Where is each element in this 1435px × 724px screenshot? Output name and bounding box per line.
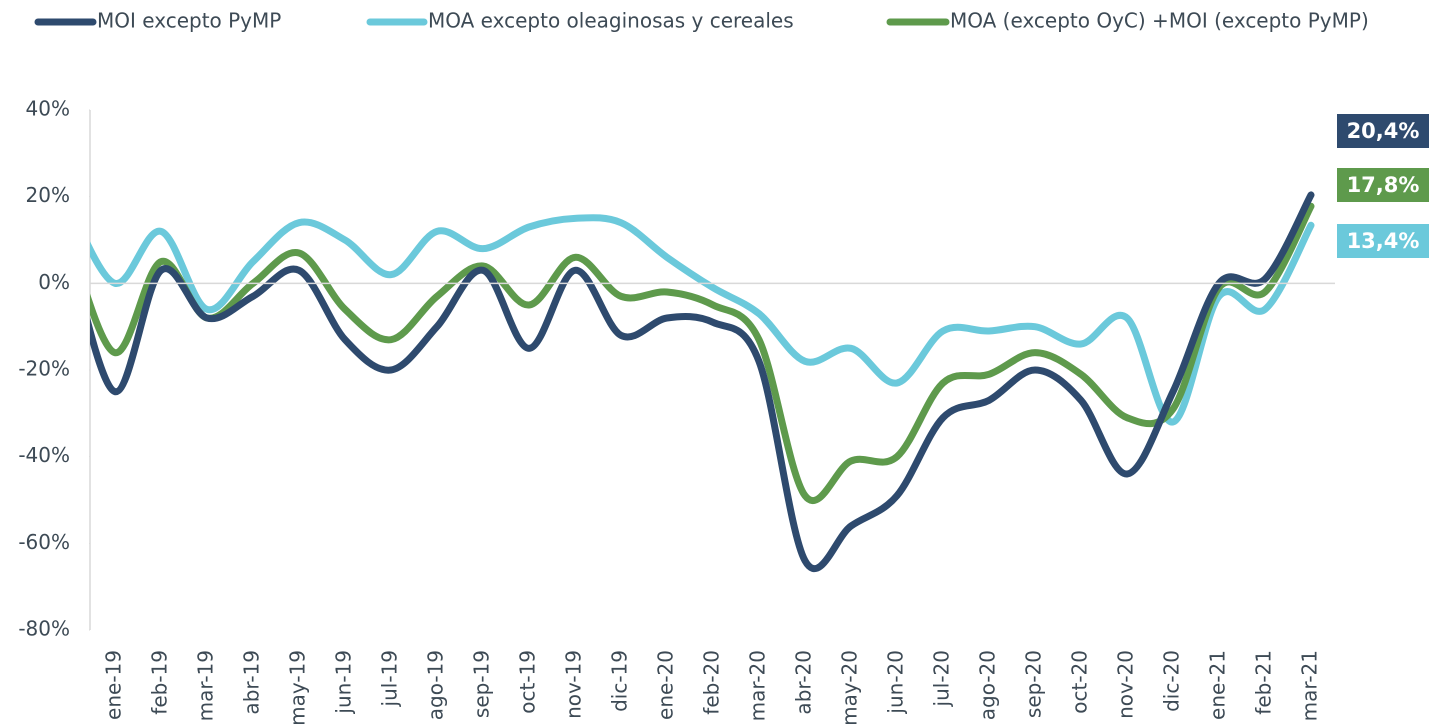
x-tick-label: dic-19 — [608, 650, 632, 712]
legend-label: MOA (excepto OyC) +MOI (excepto PyMP) — [950, 9, 1369, 33]
legend-label: MOI excepto PyMP — [97, 9, 281, 33]
x-tick-label: abr-19 — [240, 650, 264, 715]
x-tick-label: jul-19 — [378, 650, 402, 707]
series-line — [90, 214, 1315, 426]
y-tick-label: 20% — [26, 183, 70, 207]
x-tick-label: mar-21 — [1298, 650, 1322, 721]
x-tick-label: mar-20 — [746, 650, 770, 721]
plot-area — [90, 191, 1315, 573]
x-tick-label: jun-19 — [332, 650, 356, 715]
x-tick-label: ago-19 — [424, 650, 448, 720]
x-tick-label: feb-21 — [1252, 650, 1276, 715]
y-tick-label: -60% — [18, 530, 70, 554]
x-tick-label: may-19 — [286, 650, 310, 724]
end-label-box — [1337, 114, 1429, 148]
x-tick-label: ene-21 — [1206, 650, 1230, 720]
end-label: 17,8% — [1347, 173, 1420, 197]
x-tick-label: mar-19 — [194, 650, 218, 721]
x-tick-label: feb-20 — [700, 650, 724, 715]
x-tick-label: dic-20 — [1160, 650, 1184, 712]
x-tick-label: oct-19 — [516, 650, 540, 714]
y-tick-label: 0% — [38, 270, 70, 294]
x-tick-label: feb-19 — [148, 650, 172, 715]
end-label-box — [1337, 168, 1429, 202]
x-tick-label: oct-20 — [1068, 650, 1092, 714]
y-tick-label: -80% — [18, 617, 70, 641]
y-tick-label: -40% — [18, 443, 70, 467]
x-tick-label: nov-20 — [1114, 650, 1138, 719]
y-tick-label: -20% — [18, 357, 70, 381]
end-label: 13,4% — [1347, 229, 1420, 253]
series-line — [90, 191, 1315, 573]
x-tick-label: may-20 — [838, 650, 862, 724]
x-tick-label: sep-19 — [470, 650, 494, 718]
end-label: 20,4% — [1347, 119, 1420, 143]
series-line — [90, 202, 1315, 504]
x-tick-label: abr-20 — [792, 650, 816, 715]
y-tick-label: 40% — [26, 97, 70, 121]
x-tick-label: ene-20 — [654, 650, 678, 720]
x-tick-label: jun-20 — [884, 650, 908, 715]
x-tick-label: nov-19 — [562, 650, 586, 719]
x-tick-label: ago-20 — [976, 650, 1000, 720]
x-tick-label: sep-20 — [1022, 650, 1046, 718]
x-tick-label: ene-19 — [102, 650, 126, 720]
end-label-box — [1337, 224, 1429, 258]
x-tick-label: jul-20 — [930, 650, 954, 707]
legend-label: MOA excepto oleaginosas y cereales — [428, 9, 794, 33]
